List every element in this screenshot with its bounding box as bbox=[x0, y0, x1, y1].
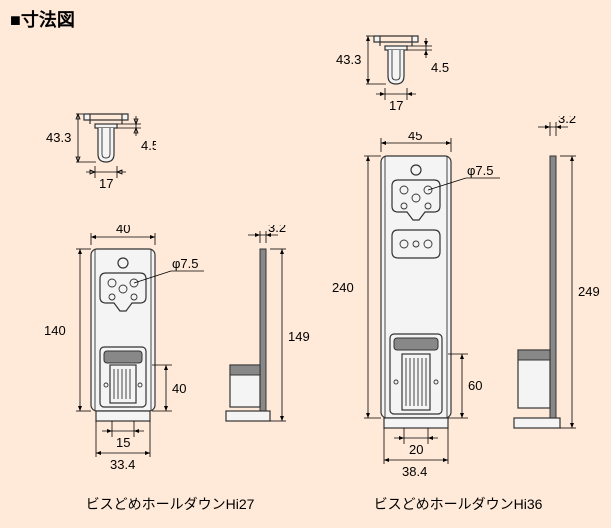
dim-hi36-clip-w: 17 bbox=[389, 98, 403, 113]
hi36-caption: ビスどめホールダウンHi36 bbox=[348, 494, 568, 514]
hi36-front-view: 45 φ7.5 240 60 20 38.4 bbox=[326, 132, 526, 482]
hi27-caption: ビスどめホールダウンHi27 bbox=[60, 494, 280, 514]
dim-hi27-width: 40 bbox=[116, 225, 130, 236]
dim-hi27-hole: φ7.5 bbox=[172, 256, 199, 271]
dim-hi36-hole: φ7.5 bbox=[467, 163, 494, 178]
dim-hi27-inner: 15 bbox=[116, 435, 130, 450]
hi27-front-view: 40 φ7.5 140 40 15 33.4 bbox=[36, 225, 226, 480]
dim-hi27-side-h: 149 bbox=[288, 329, 310, 344]
dim-hi36-side-h: 249 bbox=[578, 284, 600, 299]
dim-hi36-height: 240 bbox=[332, 280, 354, 295]
dim-hi27-clip-height: 43.3 bbox=[46, 130, 71, 145]
hi36-side-view: 3.2 249 bbox=[510, 116, 610, 456]
dim-hi36-clip-t: 4.5 bbox=[431, 60, 449, 75]
hi27-clip-view: 43.3 17 4.5 bbox=[46, 110, 156, 212]
drawing-title: ■寸法図 bbox=[10, 6, 75, 32]
dim-hi36-width: 45 bbox=[408, 132, 422, 143]
dim-hi27-side-t: 3.2 bbox=[268, 225, 286, 235]
dim-hi27-height: 140 bbox=[44, 323, 66, 338]
dim-hi27-base: 33.4 bbox=[110, 457, 135, 472]
hi27-side-view: 3.2 149 bbox=[220, 225, 320, 455]
dim-hi36-gap: 60 bbox=[468, 378, 482, 393]
dim-hi27-clip-t: 4.5 bbox=[141, 138, 156, 153]
dim-hi36-clip-h: 43.3 bbox=[336, 52, 361, 67]
dim-hi36-side-t: 3.2 bbox=[558, 116, 576, 126]
dim-hi27-gap: 40 bbox=[172, 381, 186, 396]
dim-hi36-inner: 20 bbox=[409, 442, 423, 457]
dim-hi27-clip-w: 17 bbox=[99, 176, 113, 191]
dim-hi36-base: 38.4 bbox=[402, 464, 427, 479]
hi36-clip-view: 43.3 17 4.5 bbox=[334, 32, 454, 132]
